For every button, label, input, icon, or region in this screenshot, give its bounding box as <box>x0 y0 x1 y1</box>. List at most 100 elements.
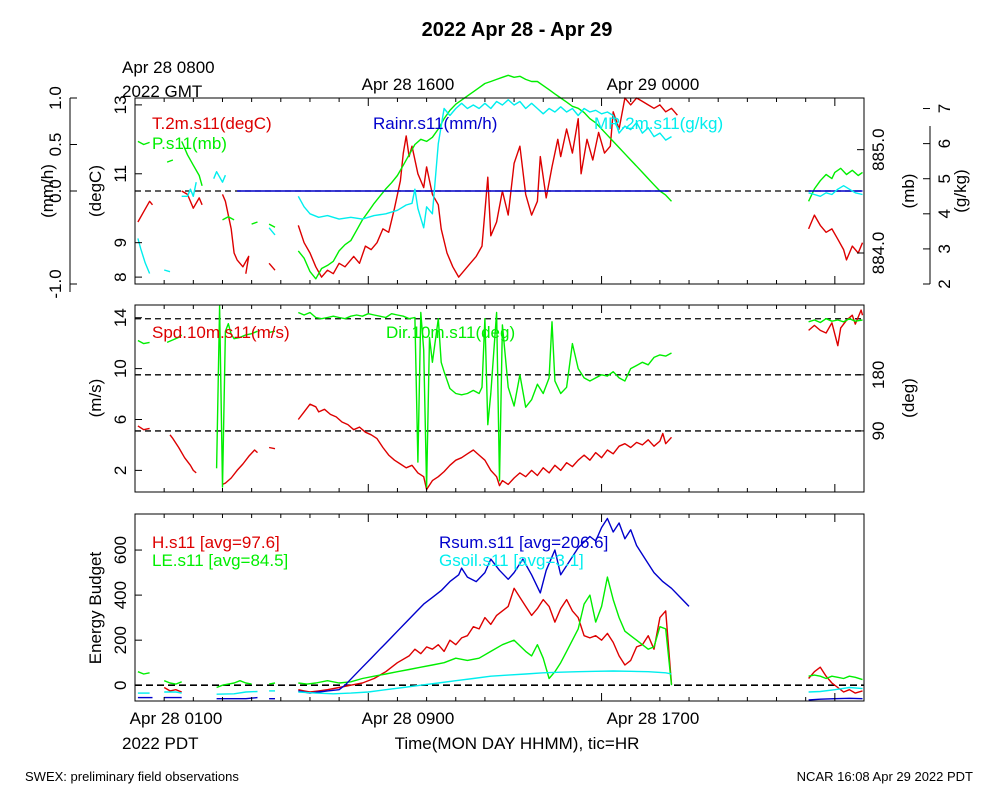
legend-wind-speed: Spd.10m.s11(m/s) <box>152 323 290 342</box>
mixing-ratio-axis-4-tick-label: 4 <box>935 209 954 218</box>
legend-wind-direction: Dir.10m.s11(deg) <box>386 323 515 342</box>
series-line-t-2m-s11-degc-segment-2 <box>221 194 250 274</box>
energy-axis-0-tick-label: 0 <box>111 680 130 689</box>
series-line-gsoil-s11-avg-3-1-segment-5 <box>808 686 863 693</box>
x-axis-label: Time(MON DAY HHMM), tic=HR <box>395 734 640 753</box>
axis-label-wind-speed: (m/s) <box>86 379 105 418</box>
series-line-le-s11-avg-84-5-segment-2 <box>216 680 252 689</box>
series-line-t-2m-s11-degc-segment-5 <box>807 214 864 261</box>
pressure-axis-884-0-tick-label: 884.0 <box>869 232 888 275</box>
series-line-dir-10m-s11-deg-segment-2 <box>215 305 258 488</box>
bottom-time-label-mid: Apr 28 0900 <box>362 709 455 728</box>
legend-mixing-ratio: MR.2m.s11(g/kg) <box>594 114 723 133</box>
figure-title: 2022 Apr 28 - Apr 29 <box>422 19 613 41</box>
series-line-le-s11-avg-84-5-segment-5 <box>808 674 863 681</box>
series-line-dir-10m-s11-deg-segment-3 <box>268 330 276 334</box>
series-line-h-s11-avg-97-6-segment-2 <box>808 666 863 694</box>
legend-net-radiation: Rsum.s11 [avg=206.6] <box>439 533 608 552</box>
top-time-label-mid: Apr 28 1600 <box>362 75 455 94</box>
series-line-p-s11-mb-segment-6 <box>297 74 673 280</box>
rain-axis-1-0-tick-label: -1.0 <box>46 269 65 298</box>
series-line-le-s11-avg-84-5-segment-4 <box>298 576 673 686</box>
top-time-label-start-line2: 2022 GMT <box>122 82 202 101</box>
energy-axis-200-tick-label: 200 <box>111 626 130 654</box>
wind-direction-axis-90-tick-label: 90 <box>869 421 888 440</box>
rain-axis-0-0-tick-label: 0.0 <box>46 179 65 203</box>
axis-label-mixing-ratio: (g/kg) <box>951 169 970 212</box>
top-time-label-start-line1: Apr 28 0800 <box>122 58 215 77</box>
series-line-spd-10m-s11-m-s-segment-3 <box>268 446 276 450</box>
temp-axis-11-tick-label: 11 <box>111 165 130 183</box>
legend-sensible-heat: H.s11 [avg=97.6] <box>152 533 280 552</box>
legend-rain-rate: Rainr.s11(mm/h) <box>373 114 497 133</box>
series-line-mr-2m-s11-g-kg-segment-0 <box>137 238 151 274</box>
series-line-rsum-s11-avg-206-6-segment-4 <box>298 517 690 694</box>
panel1-frame <box>134 97 865 285</box>
series-line-dir-10m-s11-deg-segment-1 <box>166 334 183 344</box>
bottom-time-label-start-line2: 2022 PDT <box>122 734 199 753</box>
series-line-p-s11-mb-segment-1 <box>166 159 174 163</box>
wind-speed-axis-14-tick-label: 14 <box>111 308 130 327</box>
series-line-gsoil-s11-avg-3-1-segment-1 <box>164 691 182 694</box>
series-line-p-s11-mb-segment-4 <box>251 221 258 225</box>
legend-pressure: P.s11(mb) <box>152 134 227 153</box>
series-line-p-s11-mb-segment-7 <box>807 167 863 202</box>
mixing-ratio-axis-3-tick-label: 3 <box>935 244 954 253</box>
legend-temperature: T.2m.s11(degC) <box>152 114 272 133</box>
series-line-le-s11-avg-84-5-segment-1 <box>163 680 182 685</box>
series-line-dir-10m-s11-deg-segment-0 <box>137 339 150 345</box>
legend-soil-heat: Gsoil.s11 [avg=3.1] <box>439 551 584 570</box>
temp-axis-13-tick-label: 13 <box>111 95 130 114</box>
rain-axis-1-0-tick-label: 1.0 <box>46 86 65 110</box>
series-line-le-s11-avg-84-5-segment-3 <box>268 682 276 685</box>
series-line-gsoil-s11-avg-3-1-segment-4 <box>298 670 672 695</box>
series-line-p-s11-mb-segment-5 <box>268 223 276 228</box>
legend-latent-heat: LE.s11 [avg=84.5] <box>152 551 288 570</box>
temp-axis-8-tick-label: 8 <box>111 272 130 281</box>
series-line-dir-10m-s11-deg-segment-4 <box>298 311 672 488</box>
mixing-ratio-axis-7-tick-label: 7 <box>935 104 954 113</box>
panel2-frame <box>134 304 865 493</box>
series-line-t-2m-s11-degc-segment-3 <box>268 262 276 271</box>
energy-axis-400-tick-label: 400 <box>111 581 130 609</box>
axis-label-pressure: (mb) <box>899 174 918 209</box>
footer-right: NCAR 16:08 Apr 29 2022 PDT <box>797 769 973 784</box>
rain-axis-0-5-tick-label: 0.5 <box>46 133 65 157</box>
series-line-mr-2m-s11-g-kg-segment-4 <box>268 227 276 236</box>
footer-left: SWEX: preliminary field observations <box>25 769 239 784</box>
axis-label-rain: (mm/h) <box>38 164 57 218</box>
series-line-spd-10m-s11-m-s-segment-0 <box>137 425 150 431</box>
energy-axis-600-tick-label: 600 <box>111 536 130 564</box>
series-line-p-s11-mb-segment-0 <box>137 140 150 146</box>
series-line-spd-10m-s11-m-s-segment-2 <box>222 449 258 486</box>
mixing-ratio-axis-5-tick-label: 5 <box>935 174 954 183</box>
panel3-frame <box>134 513 865 702</box>
series-line-spd-10m-s11-m-s-segment-4 <box>297 403 673 491</box>
panel-energy-budget: 0 200 400 600 H.s11 [avg=97.6] LE.s11 [avg=… <box>86 513 865 702</box>
wind-direction-axis-180-tick-label: 180 <box>869 361 888 389</box>
series-line-mr-2m-s11-g-kg-segment-5 <box>297 99 672 229</box>
axis-label-wind-direction: (deg) <box>899 378 918 418</box>
bottom-time-label-start-line1: Apr 28 0100 <box>130 709 223 728</box>
mixing-ratio-axis-6-tick-label: 6 <box>935 139 954 148</box>
series-line-dir-10m-s11-deg-segment-5 <box>808 318 863 324</box>
series-line-p-s11-mb-segment-3 <box>222 216 235 221</box>
series-line-h-s11-avg-97-6-segment-0 <box>163 686 182 693</box>
temp-axis-9-tick-label: 9 <box>111 238 130 247</box>
series-line-t-2m-s11-degc-segment-1 <box>181 190 203 209</box>
series-line-spd-10m-s11-m-s-segment-5 <box>808 309 864 347</box>
series-line-mr-2m-s11-g-kg-segment-1 <box>164 269 171 273</box>
series-line-gsoil-s11-avg-3-1-segment-2 <box>216 690 258 695</box>
panel-temperature-pressure-rain-mixing-ratio: -1.0 0.0 0.5 1.0 8 9 11 13 884.0 885.0 2 3 4 5 6 7 T.2m… <box>38 74 970 299</box>
series-line-mr-2m-s11-g-kg-segment-2 <box>181 182 197 198</box>
wind-speed-axis-10-tick-label: 10 <box>111 359 130 378</box>
wind-speed-axis-6-tick-label: 6 <box>111 415 130 424</box>
axis-label-temperature: (degC) <box>86 165 105 217</box>
series-line-mr-2m-s11-g-kg-segment-6 <box>808 184 863 198</box>
series-line-h-s11-avg-97-6-segment-1 <box>298 587 673 693</box>
bottom-time-label-end: Apr 28 1700 <box>607 709 700 728</box>
wind-speed-axis-2-tick-label: 2 <box>111 466 130 475</box>
mixing-ratio-axis-2-tick-label: 2 <box>935 279 954 288</box>
